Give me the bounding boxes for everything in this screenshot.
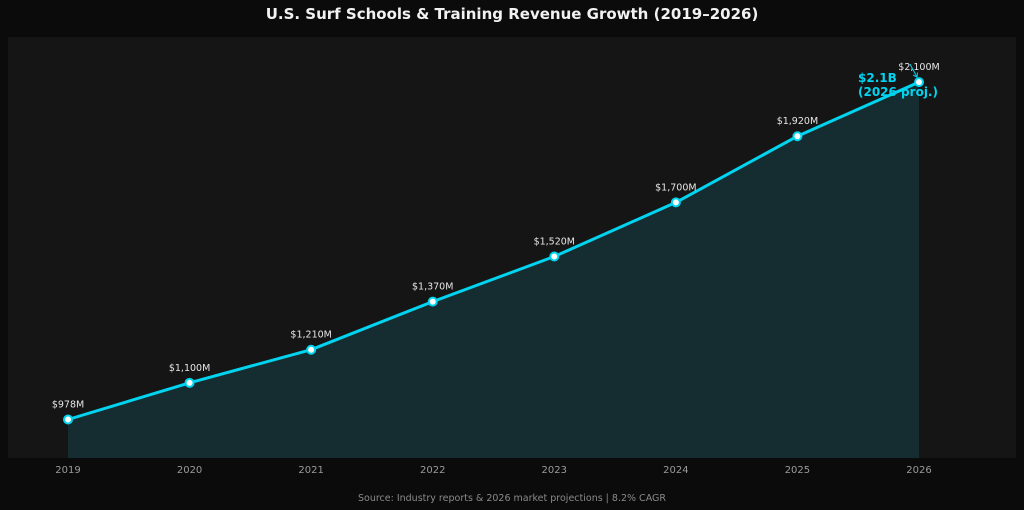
data-point bbox=[427, 296, 438, 307]
data-point bbox=[549, 251, 560, 262]
data-label: $1,100M bbox=[169, 363, 210, 374]
source-note: Source: Industry reports & 2026 market p… bbox=[358, 493, 666, 504]
data-point bbox=[914, 77, 924, 88]
data-label: $1,520M bbox=[534, 237, 575, 248]
x-tick-label: 2023 bbox=[542, 465, 567, 476]
data-point bbox=[670, 197, 681, 208]
data-label: $2,100M bbox=[898, 62, 939, 73]
annotation-arrow bbox=[909, 63, 918, 78]
chart-title: U.S. Surf Schools & Training Revenue Gro… bbox=[266, 5, 759, 23]
x-tick-label: 2024 bbox=[663, 465, 688, 476]
series-line bbox=[66, 80, 921, 421]
annotation-note: (2026 proj.) bbox=[858, 85, 938, 99]
data-label: $1,700M bbox=[655, 182, 696, 193]
data-point bbox=[306, 344, 317, 355]
annotation: $2.1B (2026 proj.) bbox=[858, 63, 938, 99]
area-fill bbox=[68, 82, 919, 458]
data-point bbox=[792, 131, 803, 142]
x-tick-label: 2026 bbox=[906, 465, 931, 476]
data-label: $1,210M bbox=[290, 330, 331, 341]
data-points bbox=[63, 77, 924, 425]
data-label: $1,370M bbox=[412, 282, 453, 293]
annotation-value: $2.1B bbox=[858, 71, 897, 85]
data-label: $978M bbox=[52, 400, 84, 411]
data-label: $1,920M bbox=[777, 116, 818, 127]
data-labels: $978M $1,100M $1,210M $1,370M $1,520M $1,700M… bbox=[52, 62, 940, 410]
x-tick-label: 2019 bbox=[55, 465, 80, 476]
data-point bbox=[63, 414, 73, 425]
x-tick-label: 2025 bbox=[785, 465, 810, 476]
x-tick-label: 2022 bbox=[420, 465, 445, 476]
x-tick-label: 2020 bbox=[177, 465, 202, 476]
x-axis-ticks: 2019 2020 2021 2022 2023 2024 2025 2026 bbox=[55, 465, 931, 476]
data-point bbox=[184, 377, 195, 388]
x-tick-label: 2021 bbox=[298, 465, 323, 476]
